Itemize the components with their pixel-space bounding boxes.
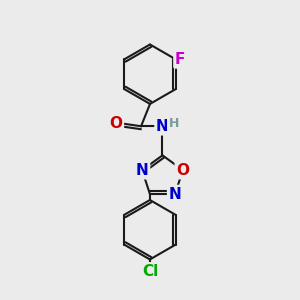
Text: N: N — [136, 163, 148, 178]
Text: N: N — [156, 119, 169, 134]
Text: O: O — [109, 116, 122, 131]
Text: N: N — [169, 187, 182, 202]
Text: O: O — [176, 163, 189, 178]
Text: F: F — [175, 52, 185, 67]
Text: Cl: Cl — [142, 264, 158, 279]
Text: H: H — [169, 117, 179, 130]
